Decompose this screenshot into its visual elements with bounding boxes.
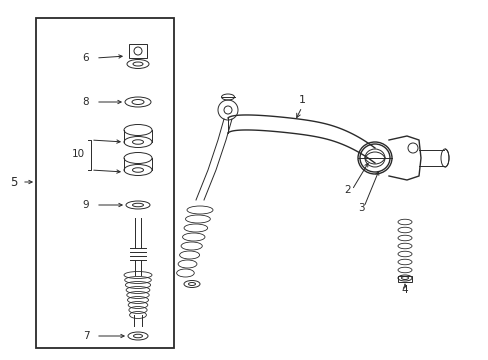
Bar [129,44,147,58]
Text: 5: 5 [10,175,18,189]
Text: 3: 3 [357,203,364,213]
Bar [397,276,411,282]
Text: 6: 6 [82,53,89,63]
Text: 7: 7 [82,331,89,341]
Text: 4: 4 [401,285,407,295]
Text: 10: 10 [71,149,84,159]
Text: 8: 8 [82,97,89,107]
Text: 1: 1 [298,95,305,105]
Bar [36,18,174,348]
Text: 9: 9 [82,200,89,210]
Text: 2: 2 [344,185,350,195]
